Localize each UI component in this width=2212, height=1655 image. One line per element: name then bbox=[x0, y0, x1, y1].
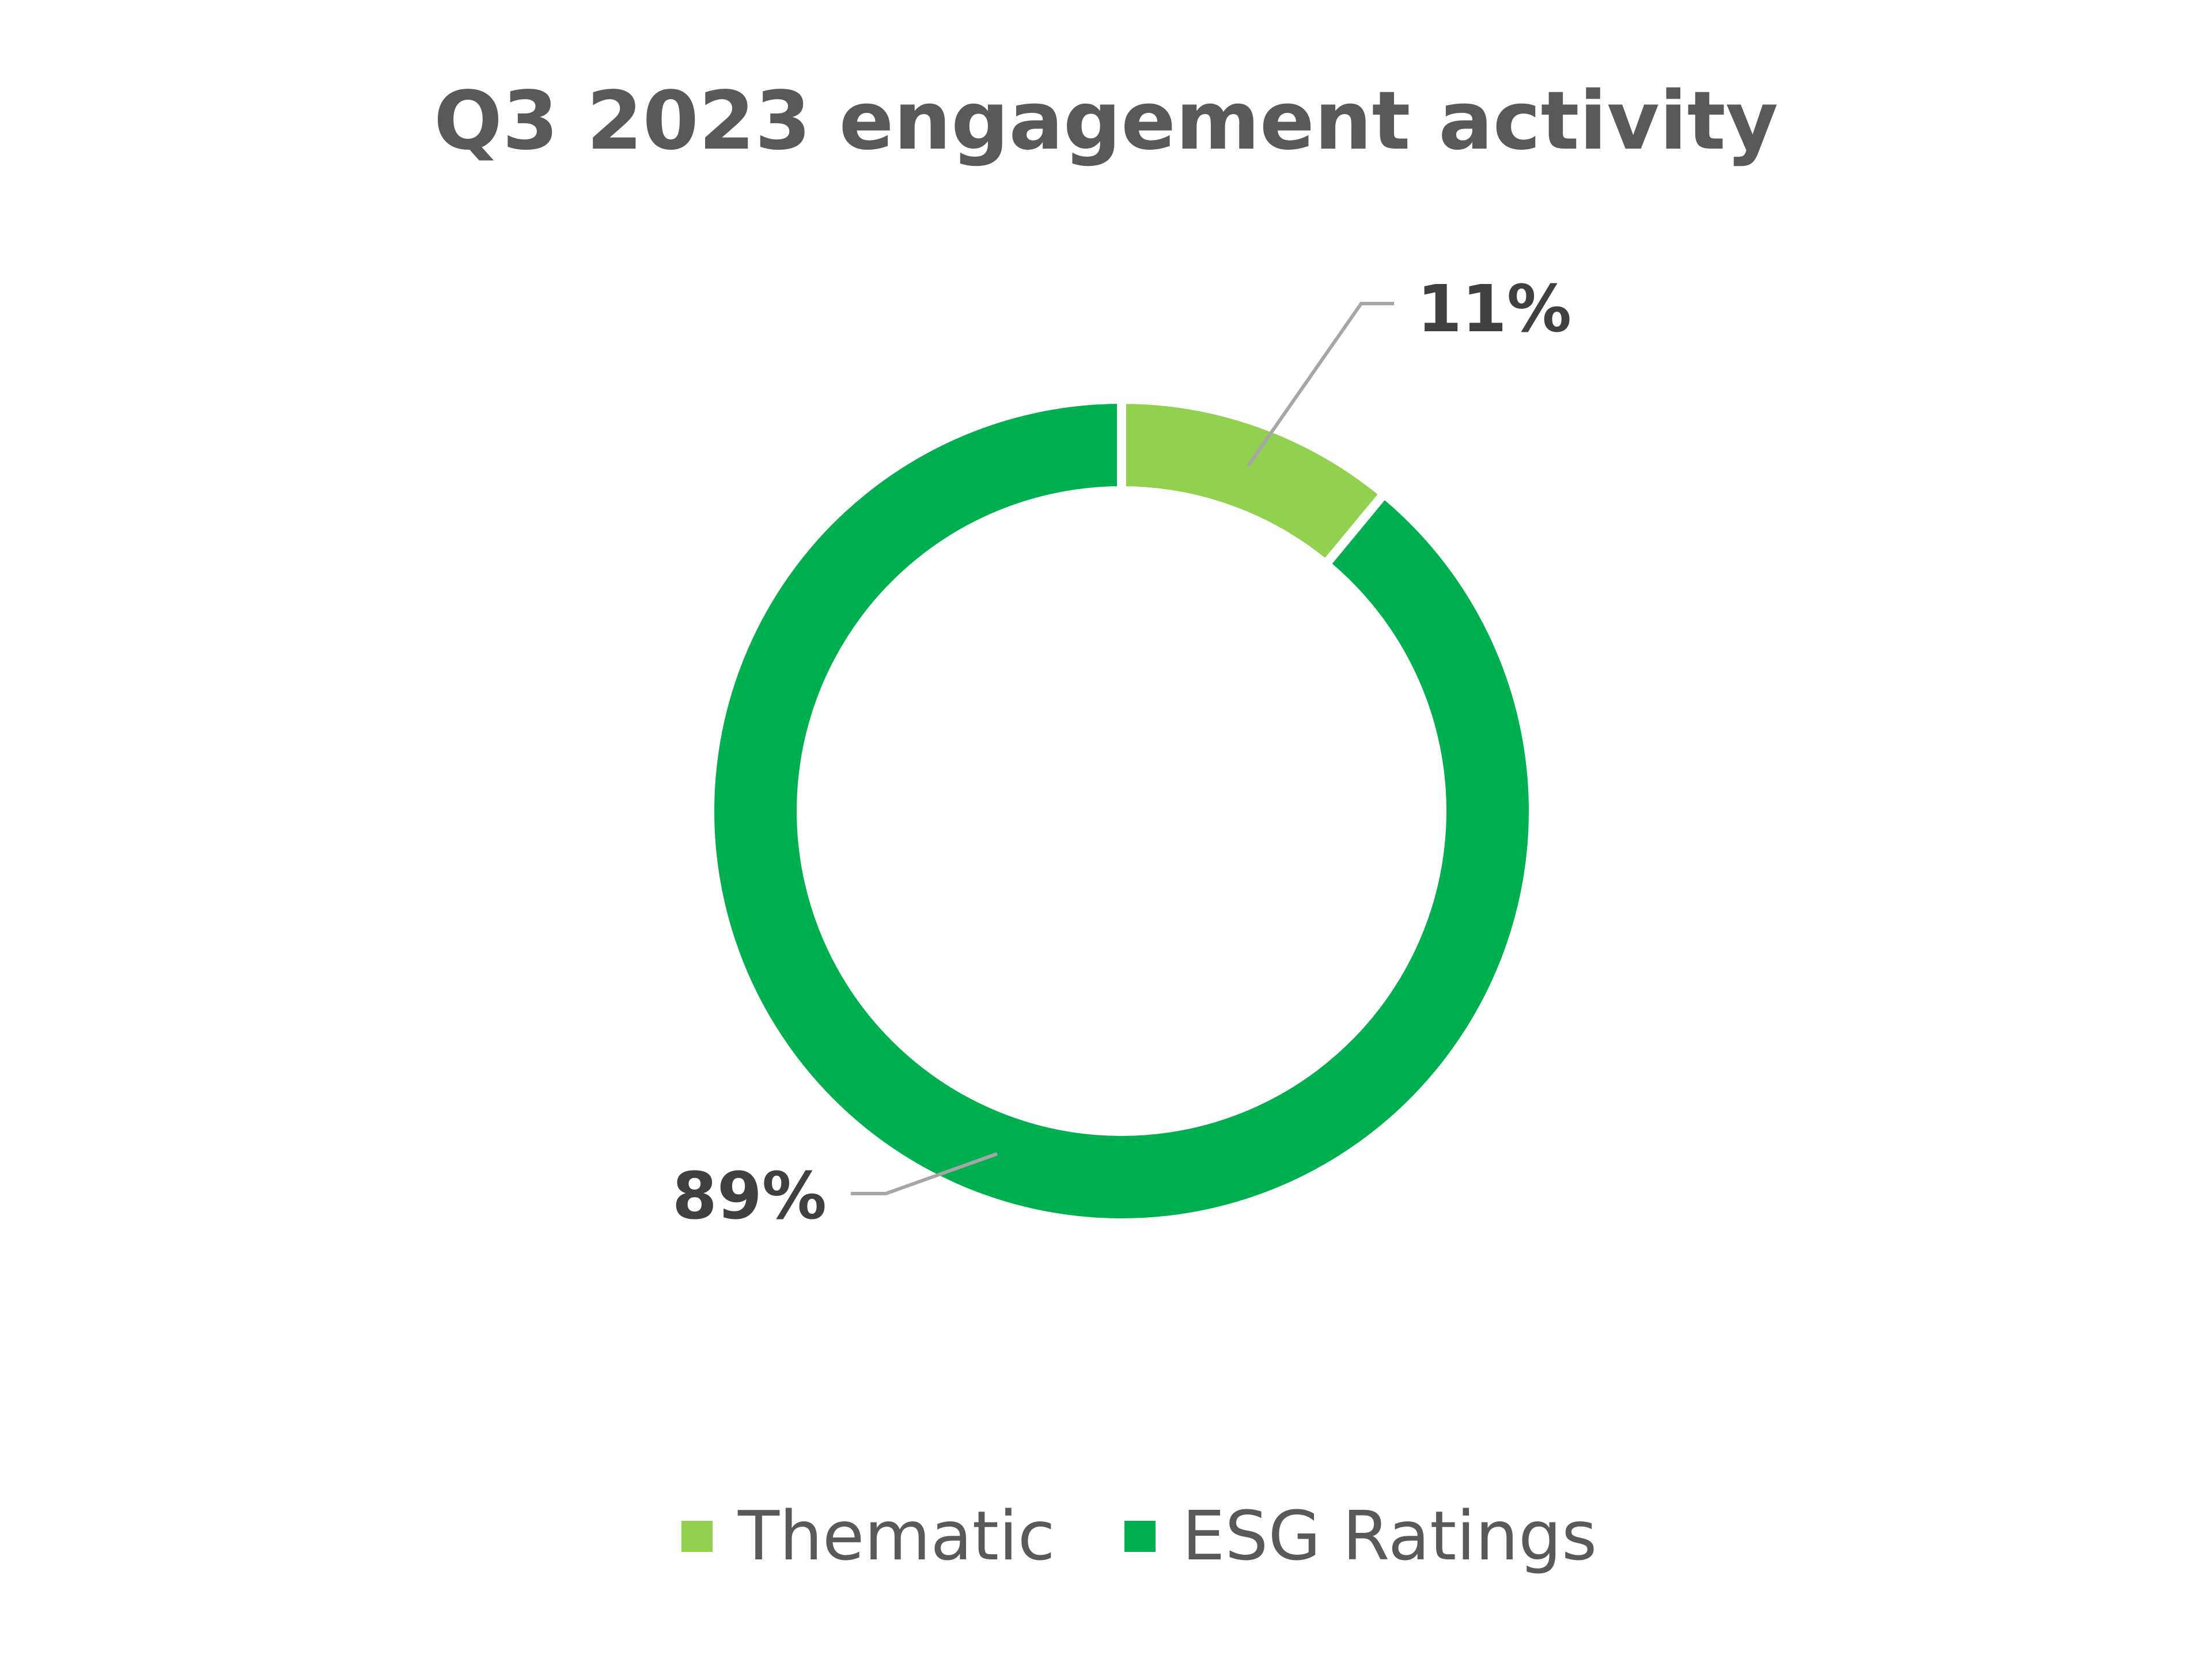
chart-title: Q3 2023 engagement activity bbox=[434, 74, 1778, 168]
slice-esg-ratings bbox=[705, 394, 1538, 1228]
legend-swatch-esg-ratings bbox=[1124, 1521, 1156, 1552]
legend-swatch-thematic bbox=[681, 1521, 713, 1552]
leader-line-thematic bbox=[1247, 302, 1394, 467]
data-label-esg-ratings: 89% bbox=[672, 1159, 827, 1234]
legend-label-esg-ratings: ESG Ratings bbox=[1182, 1496, 1597, 1576]
data-label-thematic: 11% bbox=[1417, 272, 1571, 347]
legend: Thematic ESG Ratings bbox=[681, 1496, 1597, 1576]
slices bbox=[705, 394, 1538, 1228]
legend-label-thematic: Thematic bbox=[737, 1496, 1055, 1576]
leader-line-esg-ratings bbox=[851, 1152, 998, 1195]
